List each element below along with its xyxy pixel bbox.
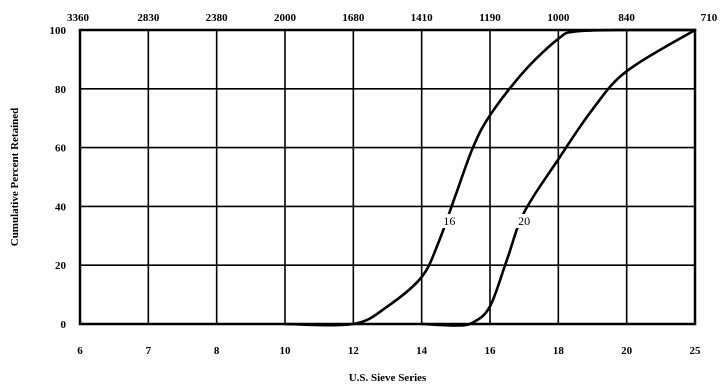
x-top-tick-label: 2000 <box>274 12 297 24</box>
x-tick-label: 14 <box>416 345 428 357</box>
y-tick-label: 100 <box>50 25 67 37</box>
y-tick-label: 60 <box>55 143 67 155</box>
x-tick-label: 7 <box>146 345 152 357</box>
x-tick-label: 10 <box>280 345 292 357</box>
x-tick-label: 16 <box>485 345 497 357</box>
x-tick-label: 8 <box>214 345 220 357</box>
x-tick-label: 6 <box>77 345 83 357</box>
series-label-bg <box>440 214 459 229</box>
x-axis-ticks: 6 7 8 10 12 14 16 18 20 25 <box>77 345 701 357</box>
x-top-tick-label: 710 <box>701 12 718 24</box>
y-tick-label: 20 <box>55 260 67 272</box>
x-axis-title: U.S. Sieve Series <box>349 372 427 384</box>
x-top-tick-label: 2830 <box>137 12 160 24</box>
x-top-tick-label: 3360 <box>67 12 90 24</box>
chart-curves: 16 20 <box>283 28 697 327</box>
x-tick-label: 25 <box>690 345 702 357</box>
x-tick-label: 20 <box>621 345 633 357</box>
x-tick-label: 18 <box>553 345 565 357</box>
series-label-bg <box>515 214 534 229</box>
x-top-tick-label: 2380 <box>206 12 229 24</box>
x-top-axis-ticks: 3360 2830 2380 2000 1680 1410 1190 1000 840 710 <box>67 12 718 24</box>
x-top-tick-label: 1000 <box>547 12 570 24</box>
y-tick-label: 40 <box>55 201 67 213</box>
y-tick-label: 0 <box>61 319 67 331</box>
plot-frame <box>78 28 697 326</box>
y-axis-ticks: 0 20 40 60 80 100 <box>50 25 67 331</box>
x-tick-label: 12 <box>348 345 360 357</box>
chart-grid <box>80 30 695 324</box>
x-top-tick-label: 840 <box>618 12 635 24</box>
series-label-16: 16 <box>443 214 455 228</box>
x-top-tick-label: 1680 <box>342 12 365 24</box>
series-line-16 <box>283 28 697 327</box>
y-axis-title: Cumulative Percent Retained <box>9 108 21 247</box>
x-top-tick-label: 1190 <box>479 12 501 24</box>
series-label-20: 20 <box>518 214 530 228</box>
x-top-tick-label: 1410 <box>411 12 434 24</box>
y-tick-label: 80 <box>55 84 67 96</box>
series-line-20 <box>420 28 697 327</box>
